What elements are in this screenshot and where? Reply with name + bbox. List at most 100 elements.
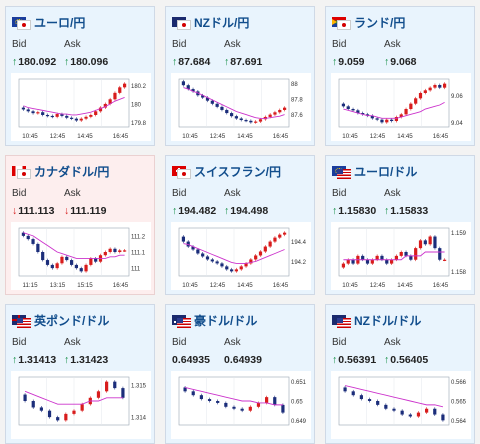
rate-card[interactable]: カナダドル/円 Bid Ask ↓111.113 ↓111.119 111.2 111.1 1… (5, 155, 155, 295)
y-tick-label: 88 (291, 82, 298, 88)
rate-card[interactable]: スイスフラン/円 Bid Ask ↑194.482 ↑194.498 194.4 194.2… (165, 155, 315, 295)
candle-body (60, 256, 64, 264)
price-chart[interactable]: 180.2 180 179.8 10:45 12:45 14:45 16:45 (11, 73, 151, 141)
bid-price: ↑180.092 (12, 56, 57, 68)
bid-price: ↑194.482 (172, 205, 217, 217)
price-chart[interactable]: 111.2 111.1 111 11:15 13:15 15:15 16:45 (11, 222, 151, 290)
candle-body (122, 83, 127, 88)
currency-pair-link[interactable]: 英ポンド/ドル (34, 313, 110, 328)
trend-arrow-icon: ↑ (384, 354, 390, 366)
candle-body (47, 410, 52, 418)
currency-pair-link[interactable]: 豪ドル/ドル (194, 313, 258, 328)
candle-body (72, 410, 76, 414)
bid-label: Bid (12, 39, 27, 50)
rate-card[interactable]: ランド/円 Bid Ask ↑9.059 ↑9.068 9.06 9.04 10:45 12:4… (325, 6, 475, 146)
moving-average-line (344, 385, 444, 408)
candle-body (380, 255, 384, 260)
price-chart[interactable]: 1.315 1.314 (11, 371, 151, 439)
card-header: NZドル/ドル (332, 312, 421, 328)
candle-body (108, 248, 112, 252)
candle-body (404, 252, 408, 256)
ask-label: Ask (64, 188, 81, 199)
bid-label: Bid (332, 188, 347, 199)
moving-average-line (343, 101, 445, 119)
candle-body (31, 401, 35, 408)
ask-price: ↑194.498 (224, 205, 269, 217)
candle-body (254, 255, 258, 260)
candle-body (400, 410, 404, 415)
trend-arrow-icon: ↑ (12, 56, 18, 68)
candle-body (365, 259, 370, 264)
candle-body (433, 84, 437, 88)
candle-body (416, 412, 421, 417)
ask-label: Ask (224, 39, 241, 50)
rate-card[interactable]: 豪ドル/ドル Bid Ask 0.64935 0.64939 0.651 0.65 0.649 (165, 304, 315, 444)
candle-body (79, 268, 83, 272)
candle-body (341, 263, 346, 268)
candle-body (282, 107, 287, 110)
ask-label: Ask (224, 188, 241, 199)
bid-label: Bid (12, 188, 27, 199)
currency-pair-link[interactable]: ランド/円 (354, 15, 406, 30)
candle-body (438, 248, 442, 260)
candle-body (201, 95, 205, 98)
candle-body (56, 417, 60, 421)
candle-body (26, 235, 30, 240)
candle-body (89, 114, 93, 117)
ask-label: Ask (64, 39, 81, 50)
price-chart[interactable]: 0.651 0.65 0.649 (171, 371, 311, 439)
candle-body (239, 118, 243, 121)
candle-body (370, 115, 374, 119)
rate-card[interactable]: NZドル/円 Bid Ask ↑87.684 ↑87.691 88 87.8 87.6 10:4… (165, 6, 315, 146)
price-chart[interactable]: 9.06 9.04 10:45 12:45 14:45 16:45 (331, 73, 471, 141)
price-chart[interactable]: 194.4 194.2 10:45 12:45 14:45 16:45 (171, 222, 311, 290)
candle-body (265, 397, 269, 403)
price-chart[interactable]: 1.159 1.158 10:45 12:45 14:45 16:45 (331, 222, 471, 290)
rate-card[interactable]: 英ポンド/ドル Bid Ask ↑1.31413 ↑1.31423 1.315 1.314 (5, 304, 155, 444)
candle-body (36, 243, 40, 252)
bid-label: Bid (172, 188, 187, 199)
x-tick-label: 16:45 (113, 133, 129, 140)
rate-card[interactable]: ユーロ/ドル Bid Ask ↑1.15830 ↑1.15833 1.159 1.158 10… (325, 155, 475, 295)
candle-body (113, 92, 117, 100)
candle-body (399, 114, 403, 118)
candle-body (367, 399, 372, 401)
currency-pair-link[interactable]: NZドル/円 (194, 15, 250, 30)
rate-card[interactable]: NZドル/ドル Bid Ask ↑0.56391 ↑0.56405 0.566 0.565 0… (325, 304, 475, 444)
y-tick-label: 0.649 (291, 419, 307, 425)
candle-body (60, 114, 64, 116)
ask-price: ↑87.691 (224, 56, 263, 68)
candle-body (96, 391, 101, 398)
candle-body (263, 246, 267, 252)
rate-card[interactable]: ユーロ/円 Bid Ask ↑180.092 ↑180.096 180.2 180 179.8… (5, 6, 155, 146)
ask-label: Ask (224, 337, 241, 348)
x-tick-label: 16:45 (273, 133, 289, 140)
bid-label: Bid (172, 337, 187, 348)
y-tick-label: 179.8 (131, 121, 147, 127)
x-tick-label: 10:45 (342, 282, 358, 289)
x-tick-label: 15:15 (77, 282, 93, 289)
candle-body (45, 260, 50, 265)
candle-body (205, 97, 210, 101)
price-chart[interactable]: 88 87.8 87.6 10:45 12:45 14:45 16:45 (171, 73, 311, 141)
candle-body (425, 408, 429, 413)
ask-price: ↑1.15833 (384, 205, 429, 217)
trend-arrow-icon: ↑ (64, 354, 70, 366)
y-tick-label: 1.158 (451, 270, 467, 276)
currency-pair-link[interactable]: スイスフラン/円 (194, 164, 281, 179)
currency-pair-link[interactable]: NZドル/ドル (354, 313, 422, 328)
price-chart[interactable]: 0.566 0.565 0.564 (331, 371, 471, 439)
x-tick-label: 11:15 (22, 282, 38, 289)
candle-body (281, 404, 285, 413)
currency-pair-link[interactable]: ユーロ/円 (34, 15, 86, 30)
x-tick-label: 13:15 (50, 282, 66, 289)
ask-label: Ask (384, 337, 401, 348)
candle-body (278, 234, 282, 238)
currency-pair-link[interactable]: ユーロ/ドル (354, 164, 418, 179)
candle-body (201, 253, 205, 257)
candle-body (232, 406, 236, 409)
candle-body (278, 109, 282, 113)
currency-pair-link[interactable]: カナダドル/円 (34, 164, 110, 179)
candle-body (394, 117, 399, 122)
x-tick-label: 16:45 (113, 282, 129, 289)
